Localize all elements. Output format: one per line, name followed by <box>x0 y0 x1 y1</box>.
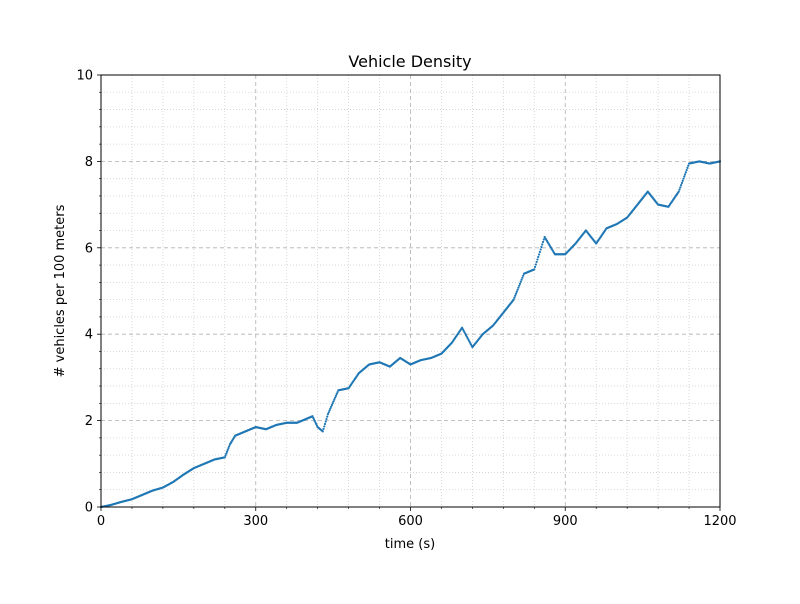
data-point <box>682 177 685 180</box>
data-point <box>334 396 337 399</box>
data-point <box>521 276 524 279</box>
data-point <box>513 296 516 299</box>
x-axis-label: time (s) <box>385 537 435 552</box>
chart-title: Vehicle Density <box>348 52 471 71</box>
data-point <box>325 417 328 421</box>
data-point <box>518 284 521 287</box>
data-point <box>329 407 332 410</box>
data-point <box>541 240 545 244</box>
data-point <box>330 405 333 408</box>
data-point <box>681 179 684 182</box>
data-point <box>517 286 520 289</box>
data-point <box>679 186 682 189</box>
y-tick-label: 0 <box>85 501 93 516</box>
data-point <box>685 168 688 172</box>
data-point <box>687 164 690 167</box>
data-point <box>227 446 230 450</box>
data-point <box>522 274 525 277</box>
data-point <box>228 445 231 448</box>
y-tick-label: 2 <box>85 414 93 429</box>
data-point <box>224 454 227 457</box>
y-tick-label: 10 <box>76 69 93 84</box>
data-point <box>328 409 331 412</box>
data-point <box>330 403 334 407</box>
data-point <box>536 258 539 261</box>
data-point <box>540 245 543 249</box>
data-point <box>684 171 687 174</box>
data-point <box>683 175 686 178</box>
data-point <box>327 411 330 414</box>
data-point <box>332 400 335 403</box>
data-point <box>331 402 334 405</box>
x-tick-label: 600 <box>398 514 423 529</box>
y-axis-ticks: 0 2 4 6 8 10 <box>76 69 101 516</box>
x-tick-label: 1200 <box>703 514 736 529</box>
data-point <box>520 278 523 281</box>
data-point <box>537 255 540 259</box>
data-point <box>326 413 330 416</box>
data-point <box>678 188 681 191</box>
data-point <box>516 288 519 291</box>
data-point <box>334 394 337 397</box>
data-point <box>539 248 542 251</box>
data-point <box>226 448 229 452</box>
y-tick-label: 6 <box>85 241 93 256</box>
data-point <box>677 190 680 193</box>
data-point <box>512 298 515 301</box>
data-point <box>537 253 541 256</box>
y-tick-label: 8 <box>85 155 93 170</box>
data-point <box>683 173 687 176</box>
x-axis-ticks: 0 300 600 900 1200 <box>97 507 737 529</box>
data-point <box>680 181 684 185</box>
data-point <box>538 250 541 254</box>
data-point <box>324 420 327 423</box>
data-point <box>326 415 329 418</box>
major-grid <box>101 75 720 507</box>
y-axis-label: # vehicles per 100 meters <box>53 204 68 377</box>
data-point <box>680 184 683 187</box>
x-tick-label: 0 <box>97 514 105 529</box>
data-points <box>99 160 722 509</box>
data-point <box>323 425 326 428</box>
data-point <box>534 263 537 266</box>
data-point <box>323 422 327 426</box>
data-point <box>686 166 689 169</box>
x-tick-label: 900 <box>553 514 578 529</box>
data-point <box>533 265 537 269</box>
data-point <box>514 292 518 295</box>
data-point <box>535 260 538 264</box>
data-point <box>333 398 336 401</box>
data-point <box>515 290 518 293</box>
data-point <box>335 392 338 396</box>
data-point <box>322 427 325 431</box>
data-point <box>514 294 517 297</box>
data-point <box>225 452 228 455</box>
data-point <box>336 391 339 394</box>
y-tick-label: 4 <box>85 328 93 343</box>
x-tick-label: 300 <box>243 514 268 529</box>
data-point <box>225 450 229 453</box>
data-point <box>542 238 545 241</box>
data-point <box>223 456 226 459</box>
data-point <box>321 430 324 433</box>
data-point <box>518 282 522 285</box>
data-point <box>533 268 536 271</box>
data-point <box>519 280 522 283</box>
data-point <box>541 243 544 246</box>
